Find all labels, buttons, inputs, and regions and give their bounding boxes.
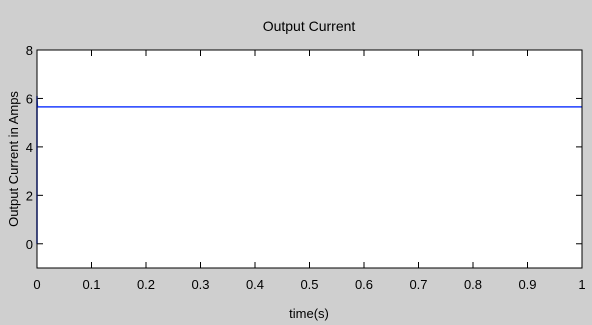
x-tick-label: 0.6 xyxy=(355,277,373,292)
x-tick-label: 1 xyxy=(578,277,585,292)
y-tick-label: 6 xyxy=(26,91,33,106)
x-tick-label: 0.5 xyxy=(300,277,318,292)
x-tick-label: 0.8 xyxy=(464,277,482,292)
x-tick-label: 0.3 xyxy=(191,277,209,292)
y-axis-ticks: 0 2 4 6 8 xyxy=(26,43,582,252)
x-axis-label: time(s) xyxy=(289,306,329,321)
x-tick-label: 0.1 xyxy=(82,277,100,292)
chart-title: Output Current xyxy=(263,18,356,34)
y-tick-label: 4 xyxy=(26,140,33,155)
x-tick-label: 0.2 xyxy=(137,277,155,292)
x-axis-ticks: 0 0.1 0.2 0.3 0.4 0.5 0.6 0.7 0.8 0.9 1 xyxy=(33,50,586,292)
x-tick-label: 0.7 xyxy=(409,277,427,292)
x-tick-label: 0 xyxy=(33,277,40,292)
x-tick-label: 0.4 xyxy=(246,277,264,292)
y-axis-label: Output Current in Amps xyxy=(6,91,21,227)
x-tick-label: 0.9 xyxy=(518,277,536,292)
y-tick-label: 2 xyxy=(26,188,33,203)
plot-area xyxy=(37,50,582,268)
plot-border xyxy=(36,49,583,269)
y-tick-label: 8 xyxy=(26,43,33,58)
y-tick-label: 0 xyxy=(26,237,33,252)
